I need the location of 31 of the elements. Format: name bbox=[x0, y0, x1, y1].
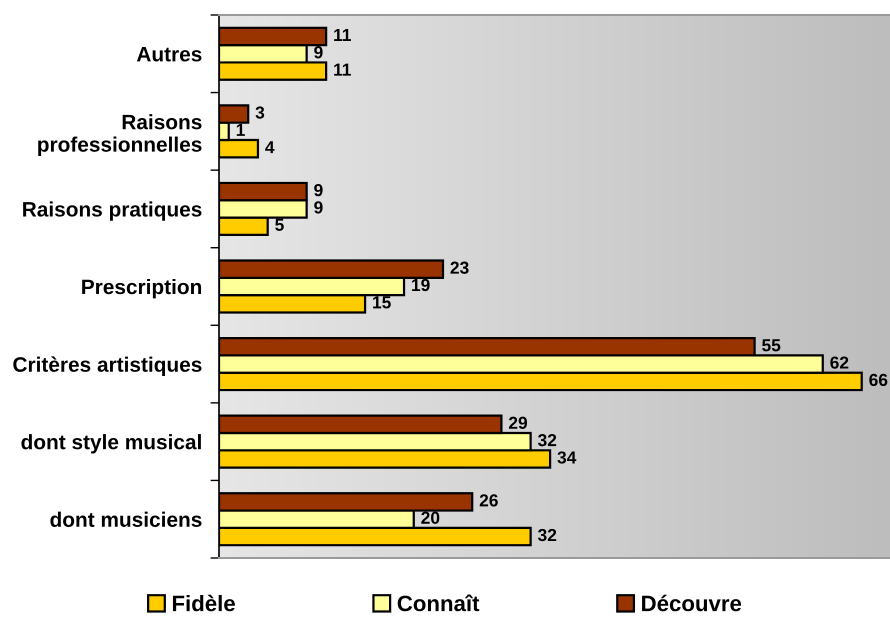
data-label: 26 bbox=[480, 494, 498, 507]
y-tick-label: Raisons pratiques bbox=[23, 201, 202, 221]
data-label: 5 bbox=[275, 218, 284, 231]
data-label: 9 bbox=[314, 201, 323, 214]
legend-label: Découvre bbox=[642, 594, 742, 612]
legend-label: Connaît bbox=[398, 594, 480, 612]
data-label: 11 bbox=[334, 64, 351, 76]
data-label: 11 bbox=[334, 29, 351, 41]
y-tick-label: Autres bbox=[136, 47, 202, 62]
data-label: 9 bbox=[314, 46, 323, 58]
y-tick-label: Raisons professionnelles bbox=[38, 114, 202, 156]
data-label: 20 bbox=[421, 512, 440, 524]
y-tick-label: Critères artistiques bbox=[13, 356, 202, 376]
data-label: 4 bbox=[265, 141, 274, 154]
data-label: 15 bbox=[373, 296, 391, 308]
data-label: 23 bbox=[450, 262, 469, 274]
data-label: 32 bbox=[538, 528, 556, 542]
data-label: 29 bbox=[508, 416, 528, 429]
data-label: 19 bbox=[412, 278, 430, 292]
y-tick-label: Prescription bbox=[82, 278, 202, 298]
data-label: 55 bbox=[762, 339, 780, 352]
data-label: 32 bbox=[538, 434, 556, 446]
data-label: 66 bbox=[869, 374, 888, 386]
data-label: 3 bbox=[256, 106, 264, 119]
data-label: 62 bbox=[830, 356, 848, 369]
data-label: 1 bbox=[236, 124, 245, 136]
legend-label: Fidèle bbox=[172, 594, 235, 612]
y-tick-label: dont style musical bbox=[21, 434, 201, 454]
data-label: 34 bbox=[557, 451, 576, 464]
y-tick-label: dont musiciens bbox=[50, 512, 202, 527]
data-label: 9 bbox=[314, 184, 323, 196]
